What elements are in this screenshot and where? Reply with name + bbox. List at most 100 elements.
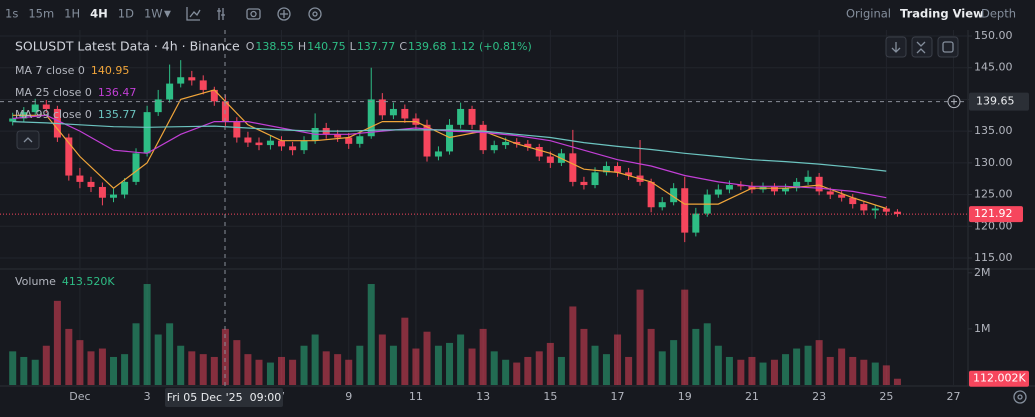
x-tick-label: 27	[947, 390, 961, 403]
volume-bar	[289, 359, 297, 385]
last-price-tag	[969, 206, 1023, 223]
ohlc-value: 140.75	[307, 40, 346, 53]
view-button[interactable]: Depth	[981, 7, 1016, 21]
volume-bar	[423, 331, 431, 385]
last-volume-label: 112.002K	[973, 372, 1026, 385]
candle-body	[591, 172, 599, 186]
y-tick-label: 150.00	[974, 29, 1013, 42]
candle-body	[266, 140, 274, 146]
candle-body	[893, 211, 901, 215]
volume-bar	[244, 354, 252, 385]
interval-button[interactable]: 4H	[90, 7, 108, 21]
volume-bar	[31, 359, 39, 385]
volume-bar	[76, 340, 84, 385]
volume-bar	[658, 351, 666, 385]
collapse-button[interactable]	[911, 36, 933, 58]
candle-body	[233, 121, 241, 138]
volume-bar	[502, 359, 510, 385]
candle-body	[98, 186, 106, 198]
candle-body	[490, 145, 498, 151]
interval-button[interactable]: 1s	[5, 7, 18, 21]
view-button[interactable]: Original	[846, 7, 891, 21]
volume-bar	[490, 351, 498, 385]
volume-bar	[188, 351, 196, 385]
legend-value: 136.47	[98, 86, 137, 99]
candle-body	[714, 189, 722, 195]
change-percent: (+0.81%)	[479, 40, 532, 53]
fullscreen-button[interactable]	[937, 36, 959, 58]
add-alert-icon	[951, 98, 957, 105]
volume-bar	[703, 323, 711, 385]
add-icon[interactable]	[277, 7, 291, 21]
candle-body	[378, 99, 386, 116]
ma-line	[12, 89, 887, 210]
volume-bar	[378, 334, 386, 385]
interval-button[interactable]: 1W	[144, 7, 163, 21]
volume-bar	[714, 345, 722, 385]
volume-bar	[177, 345, 185, 385]
legend-toggle[interactable]	[16, 130, 40, 150]
settings-icon[interactable]	[308, 7, 322, 21]
volume-bar	[893, 378, 901, 385]
candle-body	[423, 124, 431, 157]
volume-bar	[636, 289, 644, 385]
x-tick-label: 23	[812, 390, 826, 403]
view-button[interactable]: Trading View	[900, 7, 984, 21]
volume-bar	[221, 328, 229, 385]
last-volume-tag	[969, 370, 1029, 387]
screenshot-icon[interactable]	[246, 8, 261, 20]
candle-body	[826, 191, 834, 195]
volume-bar	[614, 334, 622, 385]
interval-button[interactable]: 15m	[28, 7, 54, 21]
candle-body	[199, 80, 207, 90]
axis-settings[interactable]	[1013, 390, 1027, 404]
crosshair-price-label: 139.65	[976, 95, 1015, 108]
candle-icon[interactable]	[217, 8, 225, 20]
ma-line	[12, 121, 887, 172]
volume-bar	[457, 334, 465, 385]
volume-bar	[311, 334, 319, 385]
candle-body	[110, 194, 118, 198]
volume-bar	[121, 354, 129, 385]
change-value: 1.12	[451, 40, 476, 53]
volume-bar	[557, 356, 565, 385]
x-tick-label: 21	[745, 390, 759, 403]
interval-button[interactable]: 1D	[118, 7, 134, 21]
volume-bar	[356, 345, 364, 385]
candle-body	[479, 124, 487, 151]
volume-bar	[737, 359, 745, 385]
candle-body	[468, 108, 476, 125]
volume-bar	[110, 356, 118, 385]
add-plus	[280, 10, 288, 18]
candle-body	[871, 208, 879, 211]
volume-bar	[255, 359, 263, 385]
volume-bar	[65, 328, 73, 385]
volume-bar	[513, 362, 521, 385]
volume-bar	[278, 356, 286, 385]
interval-button[interactable]: 1H	[64, 7, 80, 21]
volume-bar	[546, 342, 554, 385]
candle-body	[804, 176, 812, 182]
volume-bar	[322, 351, 330, 385]
candle-body	[389, 108, 397, 116]
volume-bar	[233, 340, 241, 385]
volume-bar	[468, 348, 476, 385]
candle-body	[838, 194, 846, 198]
volume-bar	[681, 289, 689, 385]
volume-bar	[20, 356, 28, 385]
dropdown-icon[interactable]: ▼	[164, 10, 171, 20]
candle-body	[614, 166, 622, 173]
candle-body	[300, 140, 308, 151]
volume-bar	[692, 328, 700, 385]
volume-bar	[210, 356, 218, 385]
volume-bar	[670, 340, 678, 385]
indicator-icon[interactable]	[186, 7, 201, 21]
volume-bar	[367, 284, 375, 385]
x-tick-label: 17	[611, 390, 625, 403]
ohlc-value: 137.77	[357, 40, 396, 53]
candle-body	[737, 185, 745, 187]
x-tick-label: 19	[678, 390, 692, 403]
volume-bar	[9, 351, 17, 385]
candle-body	[815, 176, 823, 192]
